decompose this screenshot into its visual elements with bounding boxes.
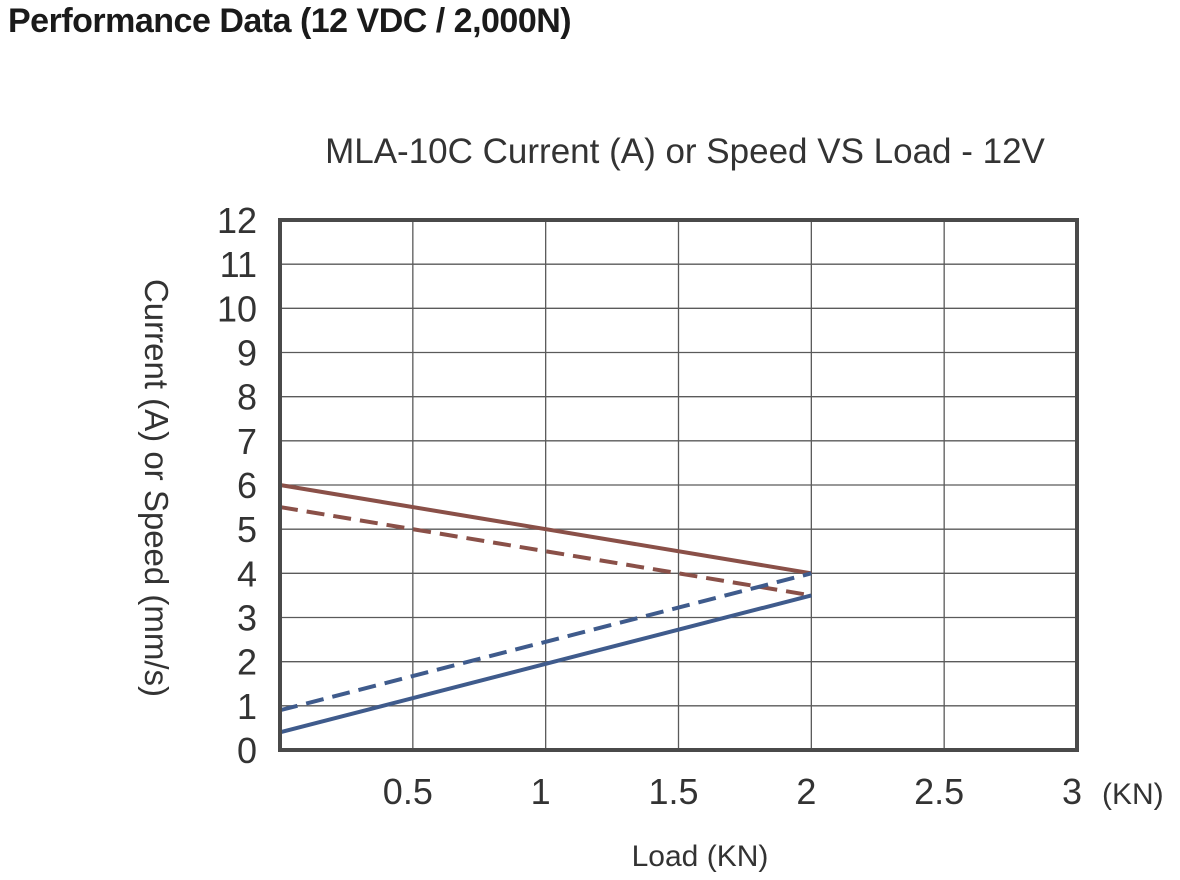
x-unit-label: (KN): [1102, 778, 1164, 811]
y-tick-label: 5: [237, 509, 257, 550]
y-tick-label: 4: [237, 553, 257, 594]
y-tick-label: 3: [237, 598, 257, 639]
series-line-blue-solid: [279, 593, 812, 735]
y-tick-label: 8: [237, 377, 257, 418]
plot-frame: [278, 218, 1079, 752]
x-tick-labels: 0.5 1 1.5 2 2.5 3: [383, 771, 1082, 812]
series-lines: [279, 483, 812, 735]
y-tick-label: 12: [217, 200, 257, 241]
series-line-brown-dashed: [279, 505, 812, 598]
x-tick-label: 0.5: [383, 771, 433, 812]
x-tick-label: 1: [531, 771, 551, 812]
y-tick-label: 7: [237, 421, 257, 462]
series-line-brown-solid: [279, 483, 812, 576]
y-tick-label: 2: [237, 642, 257, 683]
y-tick-label: 6: [237, 465, 257, 506]
x-tick-label: 2: [796, 771, 816, 812]
chart-title: MLA-10C Current (A) or Speed VS Load - 1…: [325, 132, 1045, 171]
x-tick-label: 3: [1062, 771, 1082, 812]
series-line-blue-dashed: [279, 571, 812, 713]
grid-lines: [280, 219, 1078, 751]
x-axis-label: Load (KN): [632, 840, 769, 873]
y-tick-label: 0: [237, 730, 257, 771]
y-axis-label: Current (A) or Speed (mm/s): [138, 279, 175, 697]
y-tick-label: 11: [220, 244, 257, 285]
x-tick-label: 1.5: [648, 771, 698, 812]
y-tick-label: 9: [237, 333, 257, 374]
y-tick-label: 10: [217, 288, 257, 329]
x-tick-label: 2.5: [914, 771, 964, 812]
y-tick-label: 1: [237, 686, 257, 727]
page-heading: Performance Data (12 VDC / 2,000N): [8, 2, 572, 40]
